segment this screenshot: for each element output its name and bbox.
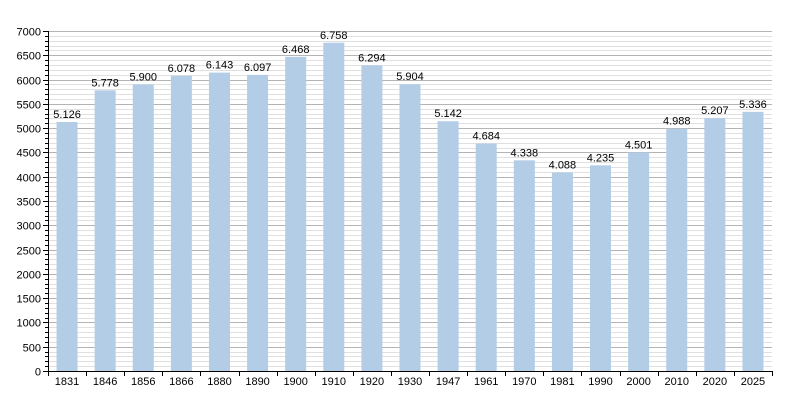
bar-1970 [513,160,535,371]
data-label-1961: 4.684 [472,130,500,142]
data-label-2010: 4.988 [663,116,691,128]
x-tick-label-1930: 1930 [398,376,422,388]
data-label-1846: 5.778 [91,77,119,89]
y-tick-label: 2500 [17,246,41,258]
x-tick-label-1947: 1947 [436,376,460,388]
data-label-2000: 4.501 [625,139,653,151]
y-tick-label: 6000 [17,76,41,88]
y-tick-label: 3500 [17,197,41,209]
y-tick-label: 5500 [17,100,41,112]
data-label-1880: 6.143 [206,60,234,72]
bar-1846 [94,90,116,372]
bar-1981 [551,172,573,371]
x-tick-label-1920: 1920 [360,376,384,388]
x-tick-label-1961: 1961 [474,376,498,388]
bar-2025 [742,111,764,371]
y-tick-label: 6500 [17,51,41,63]
bar-2020 [704,118,726,372]
x-tick-label-2010: 2010 [664,376,688,388]
x-tick-label-1831: 1831 [55,376,79,388]
data-label-2025: 5.336 [739,99,767,111]
x-tick-label-1856: 1856 [131,376,155,388]
y-tick-label: 1000 [17,318,41,330]
x-tick-label-1880: 1880 [207,376,231,388]
data-label-1910: 6.758 [320,30,348,42]
data-label-1970: 4.338 [511,147,539,159]
data-labels: 5.126 5.778 5.900 6.078 6.143 6.097 6.468 6.758… [53,30,766,172]
data-label-1930: 5.904 [396,71,424,83]
bar-1866 [170,75,192,371]
bar-1856 [132,84,154,371]
bar-1910 [323,42,345,372]
bar-1890 [247,74,269,372]
data-label-2020: 5.207 [701,105,729,117]
axes [43,31,773,376]
bar-1900 [285,56,307,372]
data-label-1866: 6.078 [168,63,196,75]
data-label-1856: 5.900 [129,71,157,83]
y-tick-label: 7000 [17,27,41,39]
data-label-1920: 6.294 [358,52,386,64]
x-tick-label-2020: 2020 [703,376,727,388]
x-tick-label-1900: 1900 [283,376,307,388]
y-tick-label: 1500 [17,294,41,306]
data-label-1990: 4.235 [587,152,615,164]
y-tick-label: 3000 [17,221,41,233]
data-label-1831: 5.126 [53,109,81,121]
bar-1990 [590,165,612,371]
bar-2010 [666,128,688,371]
bar-1831 [56,122,78,371]
x-tick-label-1910: 1910 [322,376,346,388]
bar-1920 [361,65,383,371]
bar-1947 [437,121,459,371]
x-tick-label-1846: 1846 [93,376,117,388]
bar-1880 [208,72,230,371]
data-label-1900: 6.468 [282,44,310,56]
x-tick-label-1866: 1866 [169,376,193,388]
x-tick-label-1970: 1970 [512,376,536,388]
y-tick-label: 0 [35,367,41,379]
data-label-1981: 4.088 [549,159,577,171]
data-label-1890: 6.097 [244,62,272,74]
x-tick-label-1981: 1981 [550,376,574,388]
data-label-1947: 5.142 [434,108,462,120]
y-tick-label: 4500 [17,148,41,160]
x-tick-label-2000: 2000 [626,376,650,388]
x-tick-label-1890: 1890 [245,376,269,388]
bar-2000 [628,152,650,371]
bars [56,42,764,372]
y-axis-tick-labels: 0 500 1000 1500 2000 2500 3000 3500 4000 4500 5000… [17,27,41,379]
bar-1930 [399,84,421,371]
x-tick-label-1990: 1990 [588,376,612,388]
x-axis-tick-labels: 1831 1846 1856 1866 1880 1890 1900 1910 1920 1930… [55,376,765,388]
y-tick-label: 500 [23,343,41,355]
y-tick-label: 2000 [17,270,41,282]
bar-1961 [475,143,497,371]
y-tick-label: 4000 [17,173,41,185]
y-tick-label: 5000 [17,124,41,136]
x-tick-label-2025: 2025 [741,376,765,388]
